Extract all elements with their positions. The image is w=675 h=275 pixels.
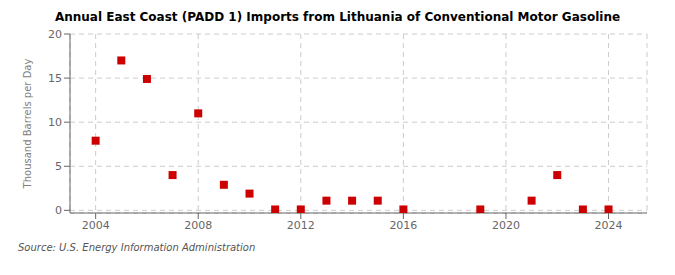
svg-text:2020: 2020: [492, 219, 520, 232]
svg-text:2008: 2008: [184, 219, 212, 232]
svg-text:2004: 2004: [82, 219, 110, 232]
svg-text:Thousand Barrels per Day: Thousand Barrels per Day: [22, 59, 33, 190]
svg-text:0: 0: [55, 204, 62, 217]
html-text:Source: U.S. Energy Informatio: Source: U.S. Energy Information Administ…: [18, 242, 256, 253]
svg-text:5: 5: [55, 160, 62, 173]
svg-text:2012: 2012: [287, 219, 315, 232]
html-text:Annual East Coast (PADD 1) Imp: Annual East Coast (PADD 1) Imports from …: [54, 10, 621, 24]
svg-text:10: 10: [48, 116, 62, 129]
svg-text:2016: 2016: [389, 219, 417, 232]
svg-text:2024: 2024: [595, 219, 623, 232]
svg-text:15: 15: [48, 72, 62, 85]
svg-text:20: 20: [48, 28, 62, 41]
